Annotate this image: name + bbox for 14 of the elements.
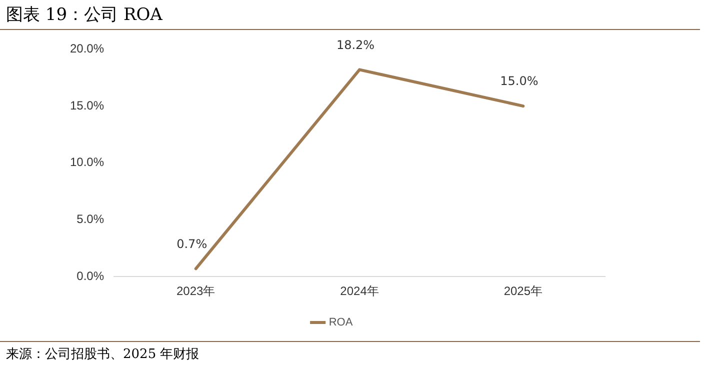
x-tick-label: 2023年	[176, 284, 216, 298]
y-tick-label: 20.0%	[70, 42, 104, 56]
y-tick-label: 10.0%	[70, 155, 104, 170]
x-tick-label: 2025年	[504, 284, 543, 298]
x-tick-label: 2024年	[340, 284, 379, 298]
data-label: 0.7%	[176, 236, 208, 251]
y-tick-label: 5.0%	[76, 212, 104, 226]
legend-label: ROA	[328, 316, 354, 329]
data-label: 15.0%	[500, 74, 538, 88]
y-tick-label: 15.0%	[70, 98, 104, 112]
data-label: 18.2%	[336, 38, 375, 52]
source-note: 来源：公司招股书、2025 年财报	[6, 346, 200, 363]
chart-title: 图表 19：公司 ROA	[6, 4, 162, 26]
y-tick-label: 0.0%	[76, 268, 104, 283]
